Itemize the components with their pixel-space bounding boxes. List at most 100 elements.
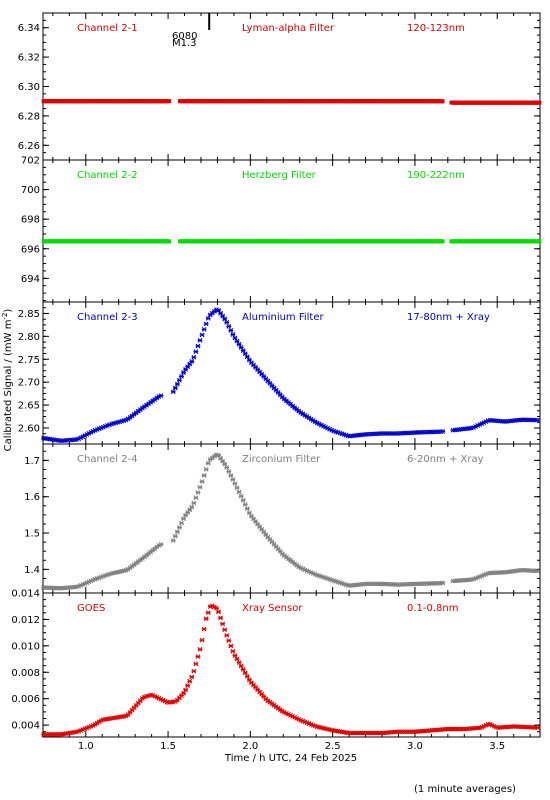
data-point [183, 687, 188, 693]
x-tick-label: 3.5 [489, 741, 505, 752]
data-point [197, 338, 203, 343]
data-point [216, 609, 221, 615]
y-tick-label: 2.60 [18, 423, 40, 434]
flare-class: M1.3 [172, 38, 197, 49]
data-point [244, 673, 250, 679]
data-point [181, 516, 186, 522]
data-point [440, 99, 445, 104]
panel-frame [42, 12, 541, 161]
x-tick-label: 1.5 [160, 741, 176, 752]
data-point [242, 351, 248, 357]
data-point [181, 690, 186, 696]
data-point [255, 521, 260, 527]
panels: 6.26 6.28 6.30 6.32 6.34 Channel 2-1 Lyman-alp… [11, 12, 542, 752]
y-axis-label-main: Calibrated Signal / (mW m [3, 320, 14, 452]
data-point [226, 469, 232, 474]
data-point [193, 495, 199, 501]
data-point [189, 674, 195, 680]
y-axis-label-sup: -2 [1, 313, 9, 320]
data-point [189, 359, 195, 364]
data-point [222, 461, 228, 467]
data-point [214, 605, 219, 611]
y-tick-label: 698 [21, 215, 40, 226]
band-range: 120-123nm [407, 23, 465, 34]
data-point [238, 663, 244, 669]
data-point [224, 465, 230, 470]
y-tick-label: 2.75 [18, 355, 40, 366]
data-point [199, 637, 205, 643]
data-point [440, 580, 446, 586]
filter-name: Zirconium Filter [242, 454, 321, 465]
data-point [242, 670, 248, 676]
data-point [203, 616, 209, 622]
data-point [218, 455, 223, 461]
y-tick-label: 6.34 [18, 23, 40, 34]
y-tick-label: 0.006 [11, 694, 40, 705]
flare-id: 6080 [172, 31, 197, 42]
data-point [205, 460, 211, 466]
data-point [257, 524, 263, 530]
data-point [195, 343, 201, 349]
data-point [234, 485, 240, 491]
data-point [246, 677, 252, 683]
averaging-footnote: (1 minute averages) [414, 784, 516, 795]
y-axis-label-end: ) [3, 309, 14, 313]
data-point [230, 648, 236, 654]
data-point [249, 513, 254, 519]
data-point [218, 615, 223, 621]
data-point [193, 661, 199, 667]
data-point [201, 626, 207, 632]
data-point [199, 479, 205, 484]
x-axis-label: Time / h UTC, 24 Feb 2025 [224, 753, 357, 764]
data-point [232, 653, 238, 658]
data-point [226, 324, 232, 329]
data-point [174, 529, 180, 535]
channel-name: Channel 2-4 [77, 454, 138, 465]
data-point [222, 316, 228, 322]
data-point [534, 568, 540, 574]
x-tick-label: 2.0 [242, 741, 258, 752]
data-point [534, 417, 540, 423]
data-point [197, 484, 203, 490]
data-point [172, 385, 178, 391]
data-point [195, 490, 201, 495]
filter-name: Xray Sensor [242, 603, 303, 614]
band-range: 17-80nm + Xray [407, 312, 490, 323]
panel-frame [42, 159, 541, 303]
data-point [172, 533, 178, 539]
filter-name: Lyman-alpha Filter [242, 23, 335, 34]
data-point [179, 374, 184, 379]
data-point [185, 683, 191, 688]
data-point [216, 452, 221, 458]
data-point [220, 313, 226, 319]
data-point [177, 377, 182, 383]
series-marks [41, 99, 542, 105]
data-point [170, 538, 176, 543]
data-point [251, 516, 256, 522]
data-point [167, 99, 172, 104]
data-point [226, 638, 232, 644]
data-point [220, 621, 226, 627]
y-tick-label: 6.30 [18, 82, 40, 93]
y-tick-label: 0.010 [11, 641, 40, 652]
band-range: 190-222nm [407, 170, 465, 181]
data-point [240, 348, 246, 353]
data-point [193, 349, 199, 355]
y-tick-label: 2.80 [18, 332, 40, 343]
data-point [232, 335, 238, 341]
y-tick-label: 0.004 [11, 721, 40, 732]
data-point [234, 656, 240, 662]
channel-name: GOES [77, 603, 105, 614]
data-point [230, 477, 236, 482]
y-tick-label: 6.26 [18, 141, 40, 152]
data-point [440, 239, 445, 244]
data-point [185, 364, 191, 370]
y-tick-label: 694 [21, 274, 40, 285]
data-point [228, 328, 234, 333]
series-marks [41, 239, 542, 244]
y-tick-label: 0.012 [11, 615, 40, 626]
data-point [240, 667, 246, 672]
y-tick-label: 2.85 [18, 309, 40, 320]
